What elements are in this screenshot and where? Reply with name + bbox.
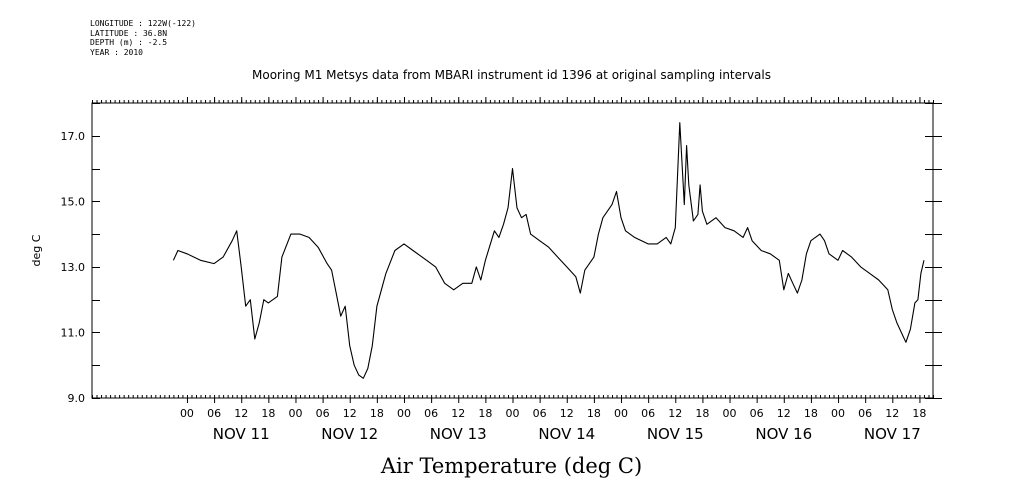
x-day-label: NOV 11 xyxy=(213,425,270,443)
y-tick-label: 13.0 xyxy=(61,261,86,274)
y-tick-label: 9.0 xyxy=(68,392,86,405)
plot-frame xyxy=(91,102,934,399)
meta-latitude: LATITUDE : 36.8N xyxy=(90,28,168,38)
meta-year: YEAR : 2010 xyxy=(90,47,143,57)
x-tick-label: 00 xyxy=(506,407,520,420)
x-tick-label: 06 xyxy=(533,407,547,420)
x-tick-label: 18 xyxy=(261,407,275,420)
y-tick-label: 11.0 xyxy=(61,326,86,339)
x-tick-label: 18 xyxy=(370,407,384,420)
x-day-label: NOV 16 xyxy=(755,425,812,443)
x-tick-label: 06 xyxy=(207,407,221,420)
x-tick-label: 00 xyxy=(614,407,628,420)
meta-depth: DEPTH (m) : -2.5 xyxy=(90,38,168,47)
chart-title: Mooring M1 Metsys data from MBARI instru… xyxy=(252,68,771,82)
x-tick-label: 18 xyxy=(587,407,601,420)
x-tick-label: 12 xyxy=(234,407,248,420)
x-tick-label: 12 xyxy=(560,407,574,420)
x-tick-label: 18 xyxy=(912,407,926,420)
x-tick-label: 12 xyxy=(885,407,899,420)
x-tick-label: 06 xyxy=(316,407,330,420)
x-tick-label: 06 xyxy=(858,407,872,420)
x-day-label: NOV 12 xyxy=(321,425,378,443)
x-tick-label: 18 xyxy=(478,407,492,420)
y-axis-title: deg C xyxy=(30,234,43,266)
x-tick-label: 00 xyxy=(397,407,411,420)
x-tick-label: 00 xyxy=(180,407,194,420)
y-tick-label: 17.0 xyxy=(61,130,86,143)
metadata-block: LONGITUDE : 122W(-122) LATITUDE : 36.8N DE… xyxy=(90,19,196,57)
x-tick-label: 00 xyxy=(723,407,737,420)
x-tick-label: 06 xyxy=(424,407,438,420)
x-tick-label: 12 xyxy=(668,407,682,420)
x-axis-title: Air Temperature (deg C) xyxy=(380,454,643,478)
x-tick-label: 00 xyxy=(288,407,302,420)
x-day-label: NOV 17 xyxy=(864,425,921,443)
x-tick-label: 18 xyxy=(804,407,818,420)
x-day-label: NOV 13 xyxy=(430,425,487,443)
series-line xyxy=(172,122,925,379)
x-day-label: NOV 15 xyxy=(647,425,704,443)
x-day-label: NOV 14 xyxy=(538,425,595,443)
y-tick-label: 15.0 xyxy=(61,195,86,208)
x-tick-label: 06 xyxy=(641,407,655,420)
x-tick-label: 12 xyxy=(777,407,791,420)
x-tick-label: 18 xyxy=(695,407,709,420)
x-tick-label: 06 xyxy=(750,407,764,420)
x-tick-label: 12 xyxy=(451,407,465,420)
meta-longitude: LONGITUDE : 122W(-122) xyxy=(90,19,196,28)
x-tick-label: 00 xyxy=(831,407,845,420)
x-tick-label: 12 xyxy=(343,407,357,420)
